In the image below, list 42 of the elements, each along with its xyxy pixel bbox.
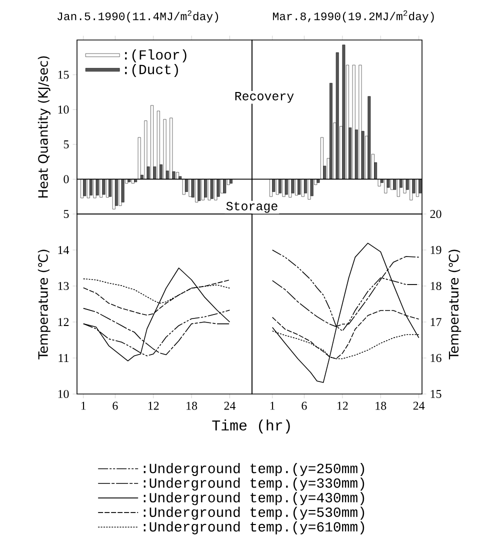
y-tick-label: 5: [64, 140, 69, 148]
chart-title: Jan.5.1990(11.4MJ/m$^{2}$day): [58, 10, 218, 22]
y-tick-label: 15: [58, 70, 69, 79]
legend-label: :Underground temp.(y=530mm): [144, 506, 364, 520]
x-tick-label: 12: [337, 402, 348, 410]
legend-label: :(Duct): [125, 64, 178, 77]
y-tick-label: 5: [64, 210, 69, 218]
x-tick-label: 6: [302, 402, 307, 410]
x-tick-label: 12: [148, 402, 159, 410]
y-tick-label: 12: [58, 318, 69, 326]
legend-label: :(Floor): [125, 49, 186, 62]
y2-tick-label: 16: [430, 354, 442, 362]
y-tick-label: 11: [58, 354, 69, 362]
x-axis-title: Time (hr): [212, 420, 290, 434]
annotation: Recovery: [235, 92, 294, 103]
x-tick-label: 24: [413, 402, 425, 410]
y-tick-label: 10: [58, 106, 69, 114]
y-tick-label: 10: [58, 390, 69, 398]
y-tick-label: 0: [64, 175, 69, 184]
y-axis-title: Temperature (℃): [38, 250, 50, 360]
y-axis-title: Heat Quantity (KJ/sec): [38, 56, 50, 198]
line-series: [272, 242, 420, 383]
legend-label: :Underground temp.(y=610mm): [144, 521, 364, 534]
x-tick-label: 24: [224, 402, 236, 410]
x-tick-label: 6: [112, 402, 118, 410]
chart-title: Mar.8,1990(19.2MJ/m$^{2}$day): [273, 10, 434, 22]
y2-axis-title: Temperature (℃): [448, 250, 462, 360]
y2-tick-label: 17: [430, 318, 442, 326]
y2-tick-label: 15: [430, 390, 442, 398]
legend-label: :Underground temp.(y=330mm): [144, 478, 364, 491]
annotation: Storage: [226, 202, 278, 213]
y-tick-label: 13: [58, 282, 69, 290]
y-tick-label: 14: [58, 246, 70, 254]
legend-label: :Underground temp.(y=250mm): [144, 462, 364, 476]
y2-tick-label: 18: [430, 282, 442, 290]
y2-tick-label: 19: [430, 246, 442, 254]
x-tick-label: 1: [270, 402, 275, 410]
y2-tick-label: 20: [430, 210, 442, 218]
legend-label: :Underground temp.(y=430mm): [144, 492, 364, 506]
x-tick-label: 18: [186, 402, 198, 410]
x-tick-label: 1: [81, 402, 86, 410]
x-tick-label: 18: [376, 402, 386, 410]
